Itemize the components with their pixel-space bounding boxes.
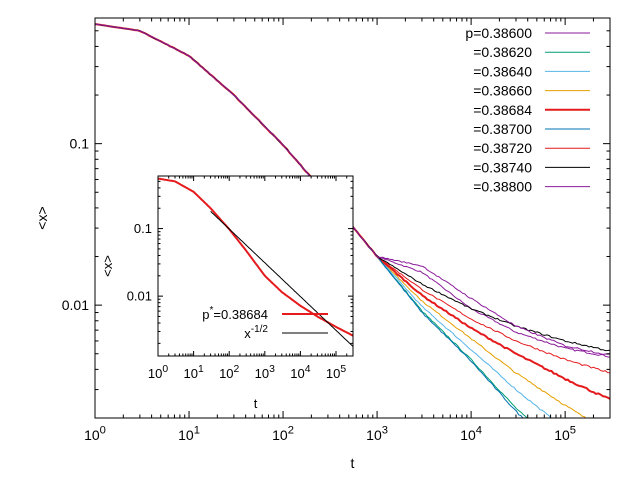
main-legend-label-6: =0.38720: [473, 140, 532, 156]
main-xtick-base-2: 10: [272, 427, 288, 443]
inset-plot: 100 101 102 103 104 1050.010.1t<x>p*=0.38684x…: [100, 175, 354, 411]
main-xtick-base-0: 10: [84, 427, 100, 443]
main-xtick-exp-4: 4: [476, 425, 482, 437]
inset-xtick-label-0: 100: [148, 364, 168, 381]
main-xtick-exp-1: 1: [194, 425, 200, 437]
inset-curves: [158, 177, 353, 347]
main-legend-label-4: =0.38684: [473, 102, 532, 118]
inset-series-1: [210, 210, 353, 347]
inset-xtick-base-5: 10: [326, 366, 340, 381]
inset-legend-sup-1: -1/2: [251, 324, 269, 335]
main-ytick-label-1: 0.1: [70, 136, 90, 152]
inset-legend-label-0: p*=0.38684: [202, 305, 268, 322]
inset-xtick-exp-3: 3: [269, 364, 275, 375]
main-legend-label-5: =0.38700: [473, 121, 532, 137]
inset-xtick-exp-0: 0: [162, 364, 168, 375]
main-x-axis-label: t: [351, 455, 355, 471]
inset-xtick-base-4: 10: [290, 366, 304, 381]
main-xtick-label-4: 104: [460, 425, 482, 443]
inset-xtick-base-0: 10: [148, 366, 162, 381]
inset-xtick-label-1: 101: [183, 364, 203, 381]
main-xtick-base-3: 10: [366, 427, 382, 443]
inset-ytick-label-1: 0.1: [134, 221, 152, 236]
inset-plot-area: [158, 176, 353, 356]
inset-xtick-exp-4: 4: [305, 364, 311, 375]
inset-xtick-base-2: 10: [219, 366, 233, 381]
main-xtick-exp-5: 5: [570, 425, 576, 437]
inset-xtick-base-3: 10: [255, 366, 269, 381]
inset-ytick-label-0: 0.01: [127, 289, 152, 304]
main-xtick-exp-2: 2: [288, 425, 294, 437]
main-xtick-base-4: 10: [460, 427, 476, 443]
inset-x-axis-label: t: [254, 396, 258, 411]
main-xtick-label-5: 105: [554, 425, 576, 443]
main-legend-label-2: =0.38640: [473, 63, 532, 79]
inset-frame: [157, 175, 354, 357]
main-xtick-label-3: 103: [366, 425, 388, 443]
inset-series-0: [158, 177, 353, 337]
main-legend-label-7: =0.38740: [473, 159, 532, 175]
inset-y-axis-label: <x>: [100, 255, 115, 277]
inset-xtick-exp-5: 5: [340, 364, 346, 375]
main-xtick-label-2: 102: [272, 425, 294, 443]
inset-xtick-exp-2: 2: [234, 364, 240, 375]
main-xtick-exp-0: 0: [100, 425, 106, 437]
inset-legend-name-0: p: [202, 307, 209, 322]
main-legend-label-1: =0.38620: [473, 44, 532, 60]
inset-xtick-label-3: 103: [255, 364, 275, 381]
inset-xtick-label-5: 105: [326, 364, 346, 381]
inset-xtick-label-4: 104: [290, 364, 310, 381]
main-legend-label-3: =0.38660: [473, 83, 532, 99]
inset-legend-name-1: x: [244, 326, 251, 341]
main-legend-label-8: =0.38800: [473, 179, 532, 195]
main-legend-label-0: p=0.38600: [465, 25, 532, 41]
inset-xtick-label-2: 102: [219, 364, 239, 381]
inset-xtick-base-1: 10: [183, 366, 197, 381]
inset-legend-label-1: x-1/2: [244, 324, 268, 341]
main-xtick-label-0: 100: [84, 425, 106, 443]
main-xtick-base-5: 10: [554, 427, 570, 443]
main-frame: [94, 17, 611, 419]
inset-xtick-exp-1: 1: [198, 364, 204, 375]
main-y-axis-label: <x>: [34, 206, 50, 229]
main-xtick-exp-3: 3: [382, 425, 388, 437]
main-ytick-label-0: 0.01: [62, 297, 89, 313]
main-xtick-base-1: 10: [178, 427, 194, 443]
inset-legend-rest-0: =0.38684: [213, 307, 268, 322]
main-xtick-label-1: 101: [178, 425, 200, 443]
inset-legend-sup-0: *: [210, 305, 214, 316]
